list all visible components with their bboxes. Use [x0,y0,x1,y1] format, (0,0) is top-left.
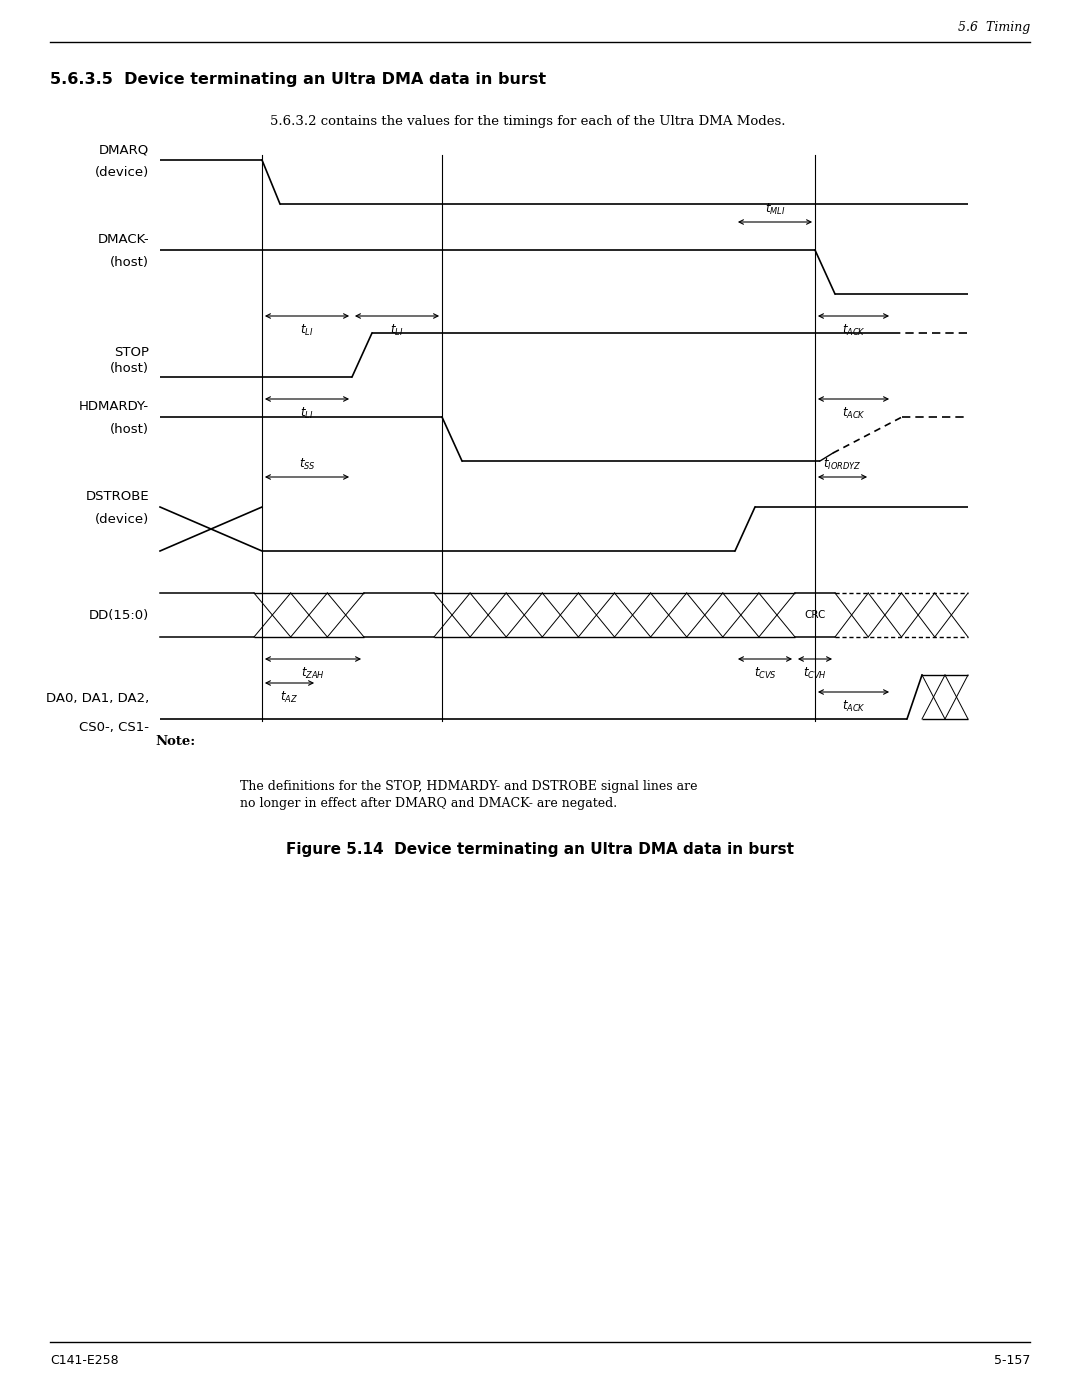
Text: DD(15:0): DD(15:0) [89,609,149,622]
Text: $t_{LI}$: $t_{LI}$ [300,407,313,420]
Text: $t_{ACK}$: $t_{ACK}$ [841,407,865,420]
Text: DMACK-: DMACK- [97,233,149,246]
Text: (host): (host) [110,423,149,436]
Text: 5.6.3.2 contains the values for the timings for each of the Ultra DMA Modes.: 5.6.3.2 contains the values for the timi… [270,115,785,129]
Text: $t_{MLI}$: $t_{MLI}$ [765,203,785,217]
Text: $t_{SS}$: $t_{SS}$ [298,457,315,472]
Text: $t_{CVH}$: $t_{CVH}$ [804,666,827,682]
Text: (host): (host) [110,256,149,270]
Text: $t_{ACK}$: $t_{ACK}$ [841,698,865,714]
Text: CRC: CRC [805,610,826,620]
Text: (device): (device) [95,513,149,527]
Text: $t_{LI}$: $t_{LI}$ [300,323,313,338]
Text: $t_{CVS}$: $t_{CVS}$ [754,666,777,682]
Text: (host): (host) [110,362,149,374]
Text: Note:: Note: [156,735,195,747]
Text: DSTROBE: DSTROBE [85,490,149,503]
Text: Figure 5.14  Device terminating an Ultra DMA data in burst: Figure 5.14 Device terminating an Ultra … [286,842,794,856]
Text: $t_{IORDYZ}$: $t_{IORDYZ}$ [823,457,862,472]
Text: 5.6  Timing: 5.6 Timing [958,21,1030,34]
Text: $t_{AZ}$: $t_{AZ}$ [281,690,298,705]
Text: STOP: STOP [114,346,149,359]
Text: CS0-, CS1-: CS0-, CS1- [79,721,149,733]
Text: $t_{LI}$: $t_{LI}$ [390,323,404,338]
Text: DA0, DA1, DA2,: DA0, DA1, DA2, [45,692,149,705]
Text: The definitions for the STOP, HDMARDY- and DSTROBE signal lines are
no longer in: The definitions for the STOP, HDMARDY- a… [240,780,698,810]
Text: C141-E258: C141-E258 [50,1354,119,1368]
Text: $t_{ACK}$: $t_{ACK}$ [841,323,865,338]
Text: 5-157: 5-157 [994,1354,1030,1368]
Text: 5.6.3.5  Device terminating an Ultra DMA data in burst: 5.6.3.5 Device terminating an Ultra DMA … [50,73,546,87]
Text: HDMARDY-: HDMARDY- [79,400,149,414]
Text: $t_{ZAH}$: $t_{ZAH}$ [301,666,325,682]
Text: (device): (device) [95,166,149,179]
Text: DMARQ: DMARQ [98,142,149,156]
